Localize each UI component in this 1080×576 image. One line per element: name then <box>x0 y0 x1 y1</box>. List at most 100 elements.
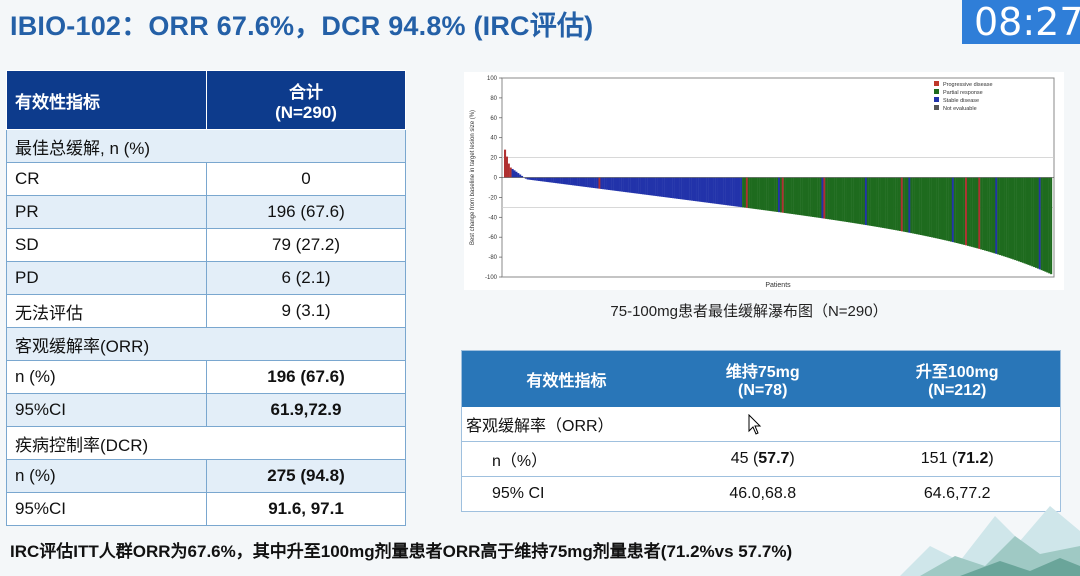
chart-bar <box>872 177 875 227</box>
chart-bar <box>959 177 962 244</box>
chart-bar <box>796 177 799 215</box>
table1-row: PR 196 (67.6) <box>5 195 406 229</box>
chart-bar <box>606 177 609 190</box>
chart-bar <box>624 177 628 193</box>
chart-bar <box>619 177 622 192</box>
chart-y-tick-label: 60 <box>490 116 497 122</box>
chart-bar <box>834 177 837 221</box>
table1-row: SD 79 (27.2) <box>5 228 406 262</box>
table2-header-75mg-label: 维持75mg <box>725 364 800 381</box>
chart-bar <box>1004 177 1007 257</box>
chart-y-tick-label: -20 <box>488 195 497 201</box>
chart-bar <box>600 177 603 189</box>
chart-bar <box>651 177 654 196</box>
chart-bar <box>657 177 660 197</box>
table2-section-row: 客观缓解率（ORR） <box>461 407 1061 442</box>
chart-bar <box>519 174 522 178</box>
chart-bar <box>1040 177 1043 271</box>
chart-bar <box>878 177 881 228</box>
chart-bar <box>929 177 932 237</box>
chart-bar <box>719 177 722 205</box>
chart-bar <box>800 177 803 216</box>
chart-bar <box>759 177 762 210</box>
chart-bar <box>713 177 716 204</box>
chart-bar <box>976 177 979 249</box>
chart-bar <box>829 177 832 220</box>
chart-bar <box>736 177 739 207</box>
chart-bar <box>864 177 868 226</box>
chart-bar <box>768 177 771 211</box>
chart-bar <box>709 177 713 204</box>
chart-bar <box>725 177 728 206</box>
chart-bar <box>511 168 514 178</box>
table1-section-label: 疾病控制率(DCR) <box>6 426 406 460</box>
chart-bar <box>602 177 605 190</box>
chart-bar <box>632 177 635 194</box>
chart-bar <box>793 177 796 215</box>
chart-bar <box>556 177 559 184</box>
chart-bar <box>560 177 563 184</box>
table1-section-label: 最佳总缓解, n (%) <box>6 129 406 163</box>
chart-bar <box>585 177 588 188</box>
chart-y-tick-label: 80 <box>490 96 497 102</box>
chart-legend-label: Stable disease <box>943 98 979 104</box>
chart-bar <box>1010 177 1013 259</box>
chart-bar <box>704 177 707 203</box>
chart-bar <box>607 177 611 190</box>
table1-row: n (%) 196 (67.6) <box>5 360 406 394</box>
chart-bar <box>774 177 777 212</box>
clock-display: 08:27 <box>962 0 1080 44</box>
chart-bar <box>810 177 813 217</box>
chart-bar <box>951 177 954 243</box>
chart-bar <box>770 177 773 212</box>
chart-bar <box>530 177 533 180</box>
chart-bar <box>993 177 996 254</box>
chart-bar <box>670 177 673 198</box>
table2-row-n-75mg-b: 57.7 <box>758 450 790 467</box>
table1-row-label: CR <box>5 162 208 196</box>
chart-bar <box>575 177 578 186</box>
chart-bar <box>611 177 614 191</box>
chart-bar <box>1019 177 1022 263</box>
chart-bar <box>812 177 815 217</box>
chart-bar <box>742 177 745 208</box>
chart-bar <box>838 177 841 221</box>
chart-caption: 75-100mg患者最佳缓解瀑布图（N=290） <box>610 303 888 320</box>
chart-bar <box>613 177 616 191</box>
chart-bar <box>889 177 892 230</box>
chart-bar <box>847 177 851 223</box>
efficacy-table-total: 有效性指标 合计 (N=290) 最佳总缓解, n (%) CR 0 PR 196 (6… <box>5 70 406 526</box>
chart-bar <box>776 177 779 212</box>
chart-bar <box>974 177 977 248</box>
chart-bar <box>825 177 828 219</box>
chart-bar <box>1046 177 1049 273</box>
chart-bar <box>1042 177 1045 271</box>
chart-bar <box>645 177 648 195</box>
chart-bar <box>668 177 671 198</box>
chart-bar <box>1048 177 1051 274</box>
table1-row: 95%CI 91.6, 97.1 <box>5 492 406 526</box>
chart-bar <box>692 177 696 201</box>
chart-y-axis-label: Best change from baseline in target lesi… <box>470 110 476 245</box>
table2-section-label: 客观缓解率（ORR） <box>461 407 1061 442</box>
table2-row-n-75mg-a: 45 ( <box>730 450 759 467</box>
table2-row-ci-75mg: 46.0,68.8 <box>671 476 855 512</box>
chart-bar <box>849 177 852 223</box>
chart-bar <box>881 177 885 228</box>
chart-bar <box>753 177 756 209</box>
chart-bar <box>706 177 709 203</box>
chart-bar <box>840 177 843 222</box>
table1-row: 最佳总缓解, n (%) <box>6 129 406 163</box>
chart-bar <box>891 177 894 230</box>
chart-bar <box>778 177 781 213</box>
chart-bar <box>674 177 677 199</box>
chart-bar <box>823 177 826 219</box>
chart-bar <box>570 177 573 186</box>
chart-bar <box>940 177 943 240</box>
waterfall-chart: 100 80 60 40 20 0 -20 -40 -60 -80 -100 Best change … <box>464 72 1064 290</box>
chart-bar <box>653 177 656 196</box>
chart-bar <box>762 177 765 211</box>
chart-bar <box>866 177 869 226</box>
chart-bar <box>1025 177 1028 265</box>
table1-row-value: 6 (2.1) <box>206 261 406 295</box>
